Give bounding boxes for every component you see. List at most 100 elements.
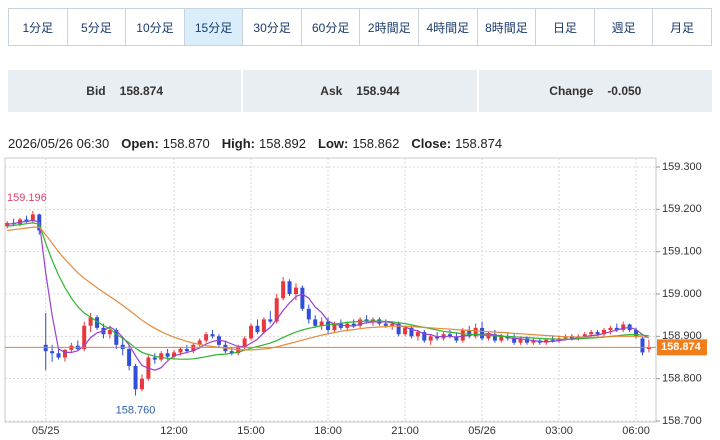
timeframe-tab[interactable]: 2時間足 [360, 9, 420, 45]
candle-body [133, 365, 138, 390]
candle-body [326, 321, 331, 330]
candle-body [550, 339, 555, 341]
candle-body [531, 340, 536, 343]
y-tick-label: 159.200 [662, 203, 702, 215]
candle-body [396, 323, 401, 335]
candle-body [454, 336, 459, 341]
candle-body [589, 332, 594, 335]
candle-body [50, 351, 55, 354]
candle-body [249, 325, 254, 339]
timeframe-tab[interactable]: 月足 [653, 9, 711, 45]
candle-body [88, 317, 93, 326]
candle-body [582, 334, 587, 337]
candle-body [447, 334, 452, 337]
quote-cell: Bid 158.874 [8, 70, 242, 112]
plot-frame [4, 157, 657, 423]
candle-body [313, 319, 318, 326]
candle-body [281, 281, 286, 299]
candle-body [428, 336, 433, 341]
candle-body [390, 323, 395, 326]
candle-body [287, 281, 292, 294]
candle-body [191, 344, 196, 352]
candle-body [242, 338, 247, 347]
timeframe-tab[interactable]: 週足 [594, 9, 654, 45]
candle-body [524, 338, 529, 343]
candle-body [268, 319, 273, 322]
y-tick-label: 158.800 [662, 373, 702, 385]
timeframe-tab[interactable]: 30分足 [243, 9, 302, 45]
timeframe-tab[interactable]: 日足 [536, 9, 595, 45]
x-tick-label: 06:00 [622, 425, 650, 437]
candle-body [595, 332, 600, 335]
candle-body [306, 308, 311, 320]
y-tick-label: 159.100 [662, 246, 702, 258]
x-tick-label: 18:00 [314, 425, 342, 437]
candle-body [499, 336, 504, 341]
candle-body [467, 329, 472, 337]
timeframe-tab[interactable]: 1分足 [9, 9, 68, 45]
timeframe-tab[interactable]: 15分足 [184, 9, 244, 45]
quote-cell: Change -0.050 [478, 70, 712, 112]
candle-body [319, 321, 324, 326]
candle-body [204, 334, 209, 341]
candle-body [518, 338, 523, 343]
quote-label: Bid [86, 84, 106, 98]
candle-body [492, 334, 497, 341]
info-time: 2026/05/26 06:30 [8, 136, 110, 151]
info-label: Open: [121, 136, 159, 151]
candle-body [82, 325, 87, 350]
candle-body [621, 324, 626, 330]
timeframe-tabs: 1分足 5分足 10分足 15分足 30分足 60分足 2時間足 4時間足 8時間足 日足 週足 月足 [8, 8, 712, 46]
candle-body [383, 323, 388, 326]
candle-body [473, 327, 478, 337]
candle-body [229, 351, 234, 354]
candle-body [62, 349, 67, 358]
quote-value: -0.050 [607, 84, 642, 98]
candle-body [646, 347, 651, 350]
y-tick-label: 159.300 [662, 161, 702, 173]
candle-body [178, 349, 183, 353]
candle-body [5, 222, 10, 227]
timeframe-tab[interactable]: 10分足 [126, 9, 185, 45]
max-label: 159.196 [7, 192, 47, 204]
last-price-box [657, 339, 707, 356]
candle-body [95, 317, 100, 328]
candle-body [43, 344, 48, 352]
last-price-label: 158.874 [661, 341, 702, 353]
candle-body [210, 334, 215, 337]
candle-body [364, 319, 369, 322]
x-tick-label: 03:00 [545, 425, 573, 437]
candle-body [261, 319, 266, 333]
timeframe-tab[interactable]: 60分足 [301, 9, 361, 45]
info-value: 158.892 [259, 136, 306, 151]
candle-body [274, 298, 279, 322]
info-label: Close: [411, 136, 452, 151]
moving-average-line [7, 226, 649, 351]
candle-body [165, 353, 170, 357]
candle-body [422, 332, 427, 341]
timeframe-tab[interactable]: 5分足 [67, 9, 127, 45]
candle-body [172, 352, 177, 357]
info-value: 158.874 [455, 136, 503, 151]
candle-body [300, 287, 305, 309]
y-tick-label: 158.900 [662, 330, 702, 342]
candle-body [30, 214, 35, 222]
candle-body [107, 329, 112, 335]
candle-body [608, 327, 613, 330]
candle-body [640, 338, 645, 353]
timeframe-tab[interactable]: 4時間足 [419, 9, 478, 45]
moving-average-line [7, 219, 650, 371]
info-value: 158.870 [162, 136, 210, 151]
candle-body [255, 325, 260, 333]
x-tick-label: 15:00 [237, 425, 265, 437]
candle-body [332, 323, 337, 330]
info-label: High: [221, 136, 255, 151]
candle-body [614, 327, 619, 330]
candle-body [358, 319, 363, 326]
quote-cell: Ask 158.944 [243, 70, 477, 112]
candle-body [139, 378, 144, 390]
candle-body [127, 349, 132, 366]
timeframe-tab[interactable]: 8時間足 [477, 9, 537, 45]
